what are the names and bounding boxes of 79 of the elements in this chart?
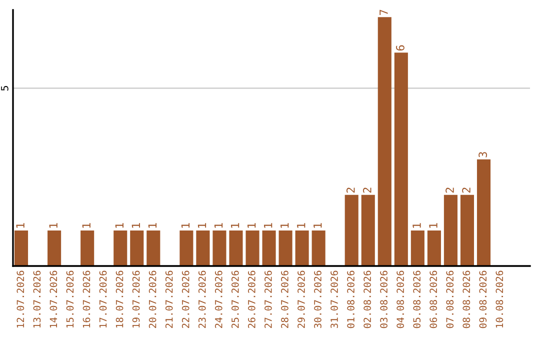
data-label: 1 [181,223,190,228]
data-label: 1 [16,223,24,228]
bar [460,194,474,266]
bar [196,230,210,266]
data-label: 1 [412,223,421,228]
bar [295,230,309,266]
x-tick-label: 25.07.2026 [231,270,239,328]
data-label: 3 [478,152,488,158]
x-tick-label: 13.07.2026 [33,270,41,328]
bar [48,230,62,266]
data-label: 1 [248,223,256,228]
x-tick-label: 02.08.2026 [364,270,371,328]
bar [262,230,276,266]
data-label: 1 [280,223,289,228]
data-label: 1 [148,223,156,228]
x-tick-label: 12.07.2026 [16,270,24,328]
x-tick-label: 14.07.2026 [50,270,58,328]
x-tick-label: 04.08.2026 [396,270,404,328]
x-tick-label: 23.07.2026 [198,270,206,328]
data-label: 6 [396,45,404,51]
data-label: 1 [132,223,140,228]
data-label: 2 [346,188,355,193]
x-tick-label: 15.07.2026 [66,270,74,328]
bar [410,230,424,266]
bar [378,17,392,266]
bar [427,230,441,266]
x-tick-label: 30.07.2026 [314,270,322,328]
bar [229,230,243,266]
bar [114,230,128,266]
x-tick-label: 21.07.2026 [165,270,173,328]
x-tick-label: 19.07.2026 [132,270,140,328]
x-tick-label: 07.08.2026 [446,270,454,328]
bar [361,194,375,266]
x-tick-label: 05.08.2026 [413,270,421,328]
bar [444,194,458,266]
bar [212,230,226,266]
bar [130,230,144,266]
x-tick-label: 20.07.2026 [148,270,156,328]
data-label: 1 [214,223,223,228]
bar [80,230,94,266]
data-label: 1 [429,223,438,228]
data-label: 1 [297,223,306,228]
data-label: 2 [446,188,454,193]
x-tick-label: 24.07.2026 [214,270,222,328]
data-label: 1 [264,223,272,228]
x-tick-label: 22.07.2026 [182,270,190,328]
data-label: 1 [198,223,206,228]
bar [180,230,194,266]
x-tick-label: 31.07.2026 [330,270,338,328]
bar [312,230,326,266]
bar [278,230,292,266]
x-tick-label: 18.07.2026 [116,270,124,328]
x-tick-label: 08.08.2026 [462,270,470,328]
data-label: 1 [314,223,322,228]
x-tick-label: 10.08.2026 [496,270,504,328]
x-tick-label: 29.07.2026 [298,270,305,328]
bar [476,159,491,266]
x-tick-label: 28.07.2026 [281,270,288,328]
bar [14,230,28,266]
bar [246,230,260,266]
y-tick-label: 5 [1,86,8,91]
bar [146,230,160,266]
data-label: 1 [230,223,240,228]
x-tick-label: 09.08.2026 [479,270,487,328]
x-tick-label: 16.07.2026 [82,270,90,328]
x-tick-label: 06.08.2026 [430,270,438,328]
x-tick-label: 03.08.2026 [380,270,388,328]
x-tick-label: 26.07.2026 [248,270,256,328]
data-label: 1 [49,223,58,228]
bar [344,194,358,266]
x-tick-label: 17.07.2026 [99,270,107,328]
data-label: 2 [462,188,470,193]
x-tick-label: 27.07.2026 [264,270,272,328]
bar [394,52,408,266]
x-tick-label: 01.08.2026 [347,270,354,328]
data-label: 1 [82,223,90,228]
data-label: 7 [380,10,388,15]
data-label: 1 [115,223,124,228]
data-label: 2 [362,188,372,193]
